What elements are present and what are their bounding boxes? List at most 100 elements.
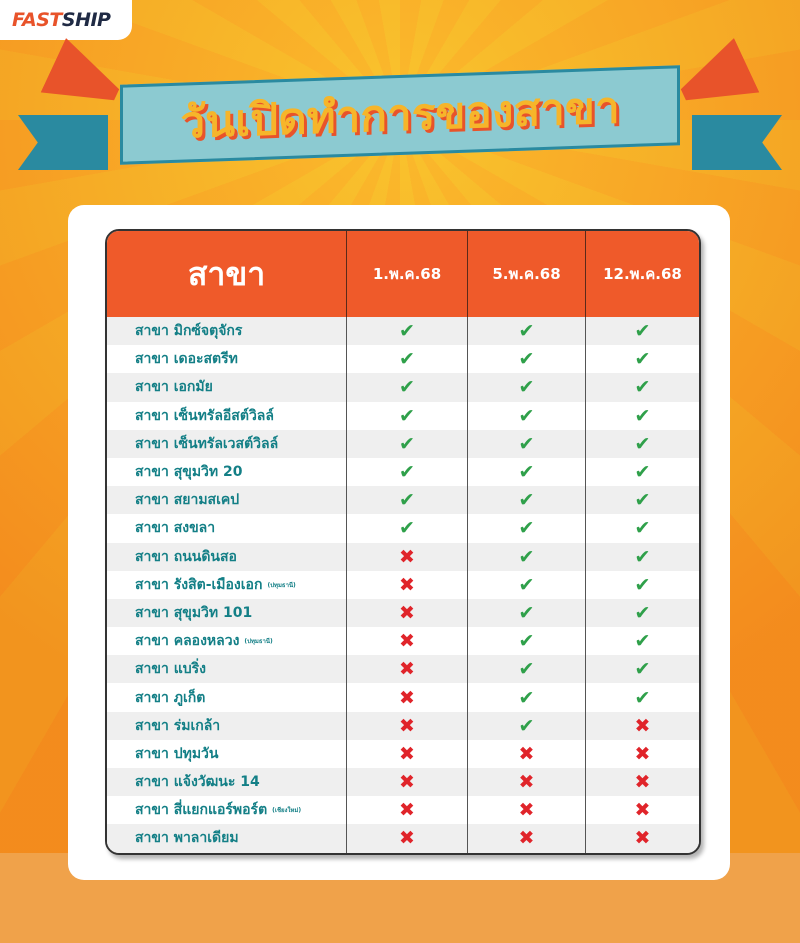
check-icon: ✔ — [468, 457, 586, 487]
check-icon: ✔ — [347, 345, 468, 374]
check-icon: ✔ — [634, 658, 651, 681]
table-row: สาขา ภูเก็ต ✖ ✔ ✔ — [107, 683, 699, 712]
table-row: สาขา เซ็นทรัลอีสต์วิลล์ ✔ ✔ ✔ — [107, 401, 699, 430]
check-icon: ✔ — [347, 317, 468, 346]
check-icon: ✔ — [468, 514, 586, 543]
table-row: สาขา สุขุมวิท 101 ✖ ✔ ✔ — [107, 598, 699, 628]
table-row: สาขา สี่แยกแอร์พอร์ต (เชียงใหม่) ✖ ✖ ✖ — [107, 796, 699, 825]
check-icon: ✔ — [347, 429, 468, 458]
branch-name-cell: สาขา ถนนดินสอ — [107, 542, 347, 571]
table-row: สาขา ร่มเกล้า ✖ ✔ ✖ — [107, 711, 699, 740]
header-branch: สาขา — [107, 231, 347, 317]
check-icon: ✔ — [468, 570, 586, 599]
branch-name-cell: สาขา สงขลา — [107, 514, 347, 543]
check-icon: ✔ — [347, 486, 468, 515]
branch-name: สาขา แจ้งวัฒนะ 14 — [135, 774, 260, 791]
branch-name: สาขา ถนนดินสอ — [135, 548, 237, 565]
branch-name-cell: สาขา เซ็นทรัลอีสต์วิลล์ — [107, 401, 347, 430]
branch-name: สาขา ร่มเกล้า — [135, 717, 221, 734]
branch-name-cell: สาขา พาลาเดียม — [107, 824, 347, 853]
cross-icon: ✖ — [347, 570, 468, 599]
branch-note: (ปทุมธานี) — [244, 638, 273, 646]
table-row: สาขา รังสิต-เมืองเอก (ปทุมธานี) ✖ ✔ ✔ — [107, 570, 699, 599]
cross-icon: ✖ — [347, 683, 468, 712]
check-icon: ✔ — [347, 514, 468, 543]
check-icon: ✔ — [468, 598, 586, 628]
cross-icon: ✖ — [634, 714, 651, 737]
branch-name: สาขา แบริ่ง — [135, 661, 206, 678]
check-icon: ✔ — [634, 461, 651, 484]
check-icon: ✔ — [634, 432, 651, 455]
table-row: สาขา แบริ่ง ✖ ✔ ✔ — [107, 655, 699, 684]
branch-name: สาขา สยามสเคป — [135, 492, 240, 509]
cross-icon: ✖ — [634, 827, 651, 850]
branch-name: สาขา สุขุมวิท 20 — [135, 464, 243, 481]
branch-name: สาขา สุขุมวิท 101 — [135, 604, 253, 621]
check-icon: ✔ — [634, 573, 651, 596]
branch-name: สาขา สงขลา — [135, 520, 216, 537]
cross-icon: ✖ — [468, 796, 586, 825]
branch-name-cell: สาขา สุขุมวิท 101 — [107, 598, 347, 628]
branch-name-cell: สาขา ร่มเกล้า — [107, 711, 347, 740]
check-icon: ✔ — [634, 686, 651, 709]
branch-name-cell: สาขา ปทุมวัน — [107, 739, 347, 768]
branch-name: สาขา เซ็นทรัลอีสต์วิลล์ — [135, 407, 274, 424]
table-row: สาขา ปทุมวัน ✖ ✖ ✖ — [107, 739, 699, 768]
table-row: สาขา พาลาเดียม ✖ ✖ ✖ — [107, 824, 699, 853]
check-icon: ✔ — [347, 373, 468, 402]
check-icon: ✔ — [634, 545, 651, 568]
header-date-2: 5.พ.ค.68 — [468, 231, 586, 317]
check-icon: ✔ — [468, 401, 586, 430]
branch-name: สาขา มิกซ์จตุจักร — [135, 323, 243, 340]
branch-name-cell: สาขา เซ็นทรัลเวสต์วิลล์ — [107, 429, 347, 458]
check-icon: ✔ — [468, 655, 586, 684]
check-icon: ✔ — [468, 627, 586, 656]
branch-name-cell: สาขา เดอะสตรีท — [107, 345, 347, 374]
cross-icon: ✖ — [347, 627, 468, 656]
branch-name-cell: สาขา คลองหลวง (ปทุมธานี) — [107, 627, 347, 656]
check-icon: ✔ — [468, 683, 586, 712]
check-icon: ✔ — [468, 711, 586, 740]
cross-icon: ✖ — [347, 768, 468, 797]
table-row: สาขา สงขลา ✔ ✔ ✔ — [107, 514, 699, 543]
check-icon: ✔ — [634, 320, 651, 343]
table-body: สาขา มิกซ์จตุจักร ✔ ✔ ✔ สาขา เดอะสตรีท ✔ ✔ ✔ สาข… — [107, 317, 699, 853]
header-date-3: 12.พ.ค.68 — [603, 265, 682, 283]
cross-icon: ✖ — [347, 598, 468, 628]
check-icon: ✔ — [468, 345, 586, 374]
branch-name-cell: สาขา สี่แยกแอร์พอร์ต (เชียงใหม่) — [107, 796, 347, 825]
check-icon: ✔ — [634, 601, 651, 624]
branch-name-cell: สาขา เอกมัย — [107, 373, 347, 402]
check-icon: ✔ — [634, 630, 651, 653]
cross-icon: ✖ — [347, 796, 468, 825]
table-row: สาขา มิกซ์จตุจักร ✔ ✔ ✔ — [107, 317, 699, 346]
check-icon: ✔ — [468, 429, 586, 458]
table-row: สาขา สยามสเคป ✔ ✔ ✔ — [107, 486, 699, 515]
cross-icon: ✖ — [347, 542, 468, 571]
branch-name-cell: สาขา สยามสเคป — [107, 486, 347, 515]
cross-icon: ✖ — [468, 824, 586, 853]
check-icon: ✔ — [468, 486, 586, 515]
table-row: สาขา ถนนดินสอ ✖ ✔ ✔ — [107, 542, 699, 571]
branch-name-cell: สาขา สุขุมวิท 20 — [107, 457, 347, 487]
check-icon: ✔ — [347, 401, 468, 430]
check-icon: ✔ — [634, 489, 651, 512]
branch-name: สาขา เดอะสตรีท — [135, 351, 238, 368]
page-title: วันเปิดทำการของสาขา — [180, 82, 620, 149]
branch-schedule-table: สาขา 1.พ.ค.68 5.พ.ค.68 12.พ.ค.68 สาขา มิ… — [105, 229, 701, 855]
branch-name-cell: สาขา รังสิต-เมืองเอก (ปทุมธานี) — [107, 570, 347, 599]
check-icon: ✔ — [634, 376, 651, 399]
cross-icon: ✖ — [468, 768, 586, 797]
branch-note: (เชียงใหม่) — [272, 807, 302, 815]
cross-icon: ✖ — [347, 711, 468, 740]
table-row: สาขา เซ็นทรัลเวสต์วิลล์ ✔ ✔ ✔ — [107, 429, 699, 458]
branch-note: (ปทุมธานี) — [267, 581, 296, 589]
check-icon: ✔ — [634, 348, 651, 371]
check-icon: ✔ — [468, 542, 586, 571]
table-row: สาขา แจ้งวัฒนะ 14 ✖ ✖ ✖ — [107, 768, 699, 797]
branch-name: สาขา เซ็นทรัลเวสต์วิลล์ — [135, 435, 279, 452]
branch-name: สาขา รังสิต-เมืองเอก — [135, 576, 263, 593]
cross-icon: ✖ — [347, 739, 468, 768]
logo-text-b: SHIP — [61, 9, 111, 31]
branch-name-cell: สาขา แจ้งวัฒนะ 14 — [107, 768, 347, 797]
